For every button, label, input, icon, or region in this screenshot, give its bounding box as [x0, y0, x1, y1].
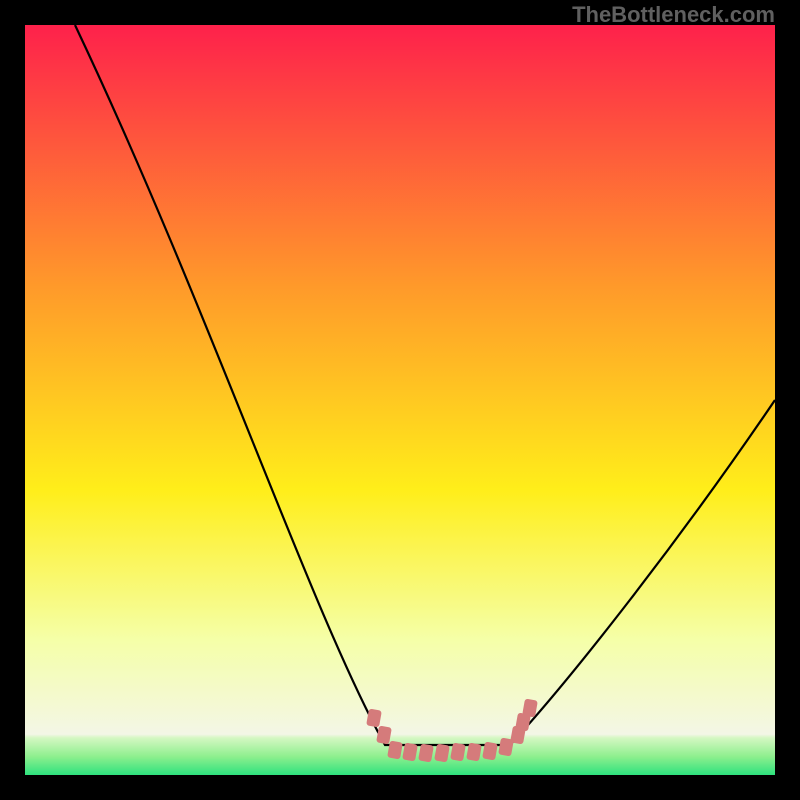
curve-svg — [0, 0, 800, 800]
bottleneck-curve — [75, 25, 775, 745]
chart-container: TheBottleneck.com — [0, 0, 800, 800]
